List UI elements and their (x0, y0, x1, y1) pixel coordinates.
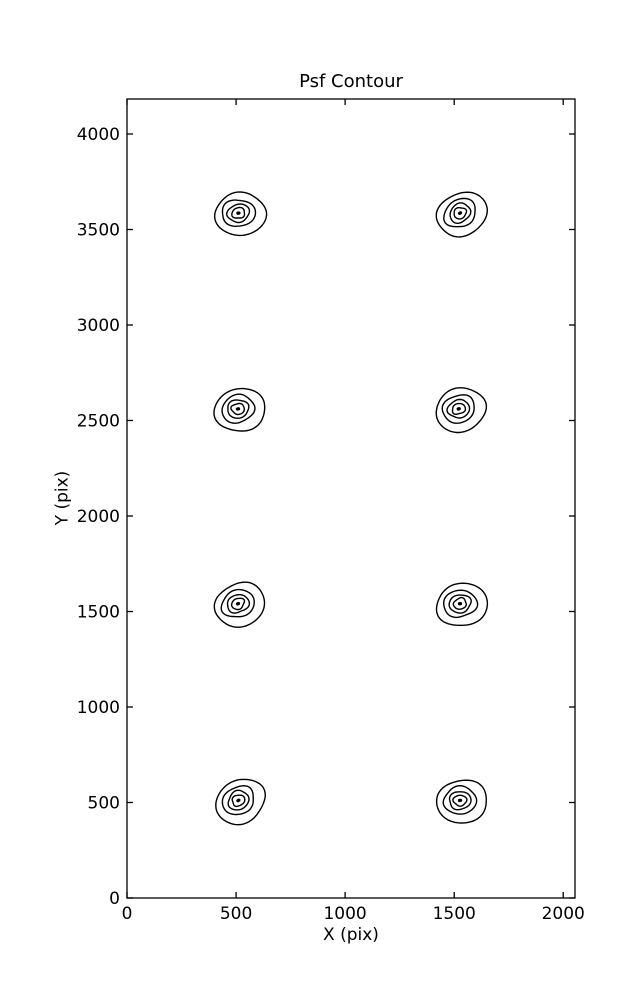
contour-ring (231, 794, 246, 808)
psf-contour-spot (214, 191, 268, 237)
y-tick-label: 500 (88, 794, 120, 814)
y-tick-label: 2500 (77, 412, 120, 432)
contour-ring (453, 207, 468, 220)
axis-ticks (126, 99, 575, 899)
psf-contour-spot (215, 778, 266, 826)
contour-ring (230, 597, 246, 611)
psf-peak-dot (235, 407, 241, 411)
x-tick-label: 2000 (542, 904, 585, 924)
y-tick-label: 3500 (77, 221, 120, 241)
contour-ring (448, 594, 472, 614)
contour-ring (221, 393, 256, 424)
y-tick-label: 3000 (77, 316, 120, 336)
contour-ring (231, 206, 246, 219)
contour-ring (221, 199, 257, 227)
psf-peak-dot (457, 601, 463, 606)
x-tick-label: 1500 (433, 904, 476, 924)
contour-ring (221, 785, 254, 816)
contour-ring (226, 203, 251, 224)
contour-ring (435, 387, 488, 434)
contour-ring (213, 581, 266, 628)
x-axis-label: X (pix) (323, 925, 379, 945)
y-tick-label: 0 (109, 889, 120, 909)
psf-peak-dot (235, 601, 241, 606)
contour-ring (448, 791, 472, 811)
plot-title: Psf Contour (299, 71, 403, 92)
contour-ring (435, 779, 487, 824)
psf-peak-dot (236, 798, 241, 803)
psf-peak-dot (236, 211, 241, 215)
contour-ring (227, 789, 250, 811)
y-axis-label: Y (pix) (52, 470, 73, 526)
psf-contour-spot (213, 387, 266, 432)
contour-ring (443, 197, 476, 228)
psf-contour-spot (435, 191, 488, 238)
contour-ring (215, 778, 266, 826)
y-tick-label: 2000 (77, 507, 120, 527)
psf-contour-spot (435, 779, 487, 824)
psf-peak-dot (457, 211, 463, 215)
x-tick-label: 500 (220, 904, 252, 924)
contour-ring (220, 588, 255, 618)
psf-peak-dot (456, 407, 461, 411)
y-tick-label: 1000 (77, 698, 120, 718)
contour-ring (435, 582, 489, 626)
contour-ring (446, 398, 471, 419)
psf-contour-spot (213, 581, 266, 628)
x-tick-label: 1000 (323, 904, 366, 924)
x-tick-labels: 0 500 1000 1500 2000 (122, 904, 585, 924)
y-tick-label: 4000 (77, 125, 120, 145)
psf-contour-spot (435, 582, 489, 626)
psf-contour-spot (435, 387, 488, 434)
contour-ring (451, 402, 467, 415)
contour-ring (213, 387, 266, 432)
contour-ring (230, 402, 245, 416)
plot-frame (126, 98, 576, 899)
contour-ring (226, 594, 251, 614)
contour-ring (449, 202, 472, 224)
psf-peak-dot (457, 798, 463, 803)
y-tick-labels: 0 500 1000 1500 2000 2500 3000 3500 4000 (77, 125, 120, 909)
contour-ring (452, 794, 468, 807)
contour-ring (441, 394, 475, 424)
contour-ring (435, 191, 488, 238)
x-tick-label: 0 (122, 904, 133, 924)
contour-ring (214, 191, 268, 237)
contour-ring (442, 785, 478, 815)
y-tick-label: 1500 (77, 603, 120, 623)
contour-ring (443, 589, 479, 619)
contour-ring (227, 399, 250, 419)
contour-ring (452, 596, 467, 610)
